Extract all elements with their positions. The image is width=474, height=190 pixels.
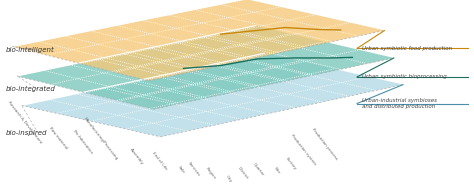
Text: Pre-fabrication: Pre-fabrication <box>72 129 93 155</box>
Text: Urban symbiotic food production: Urban symbiotic food production <box>362 46 452 51</box>
Text: bio-inspired: bio-inspired <box>6 130 47 136</box>
Text: Region: Region <box>205 166 217 180</box>
Text: bio-integrated: bio-integrated <box>6 86 55 92</box>
Text: District: District <box>237 166 249 180</box>
Text: Assembly: Assembly <box>129 148 144 166</box>
Text: Urban-industrial symbioses
and distributed production: Urban-industrial symbioses and distribut… <box>362 98 437 109</box>
Text: Urban symbiotic bioprocessing: Urban symbiotic bioprocessing <box>362 74 447 79</box>
Text: Services: Services <box>187 161 201 177</box>
Polygon shape <box>17 26 394 109</box>
Text: Factory: Factory <box>284 156 297 171</box>
Polygon shape <box>12 0 385 81</box>
Text: Manufacturing/Processing: Manufacturing/Processing <box>83 117 119 161</box>
Text: Site: Site <box>273 166 281 174</box>
Text: Production system: Production system <box>290 133 317 166</box>
Text: Raw material: Raw material <box>48 126 68 150</box>
Text: Sale: Sale <box>177 165 186 174</box>
Polygon shape <box>22 53 403 137</box>
Text: End of Life: End of Life <box>151 151 167 171</box>
Text: Research & Development: Research & Development <box>7 100 43 144</box>
Text: Quarter: Quarter <box>253 162 266 177</box>
Text: Production process: Production process <box>311 128 338 161</box>
Text: City: City <box>225 174 233 183</box>
Text: bio-intelligent: bio-intelligent <box>6 47 55 53</box>
